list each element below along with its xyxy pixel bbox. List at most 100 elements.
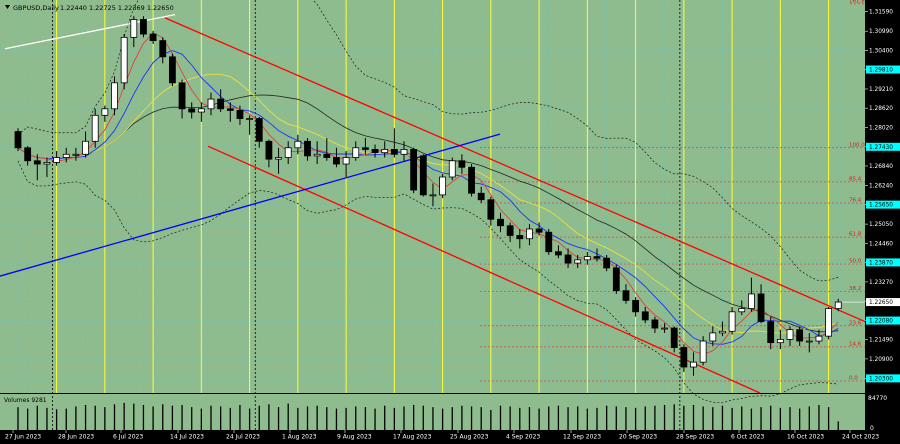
candle-down[interactable] (593, 256, 601, 259)
candle-up[interactable] (43, 161, 51, 165)
candle-down[interactable] (535, 228, 543, 233)
candle-up[interactable] (82, 140, 89, 155)
candle-down[interactable] (178, 82, 186, 110)
time-label: 4 Sep 2023 (506, 434, 540, 441)
candle-down[interactable] (468, 166, 475, 194)
candle-up[interactable] (776, 339, 784, 344)
candle-down[interactable] (603, 257, 611, 269)
candle-down[interactable] (506, 225, 514, 236)
candle-down[interactable] (622, 290, 630, 301)
candle-down[interactable] (14, 131, 22, 149)
candle-down[interactable] (545, 231, 553, 253)
candle-up[interactable] (583, 256, 591, 261)
candle-down[interactable] (641, 311, 649, 321)
candle-up[interactable] (661, 327, 668, 330)
candle-up[interactable] (805, 340, 813, 343)
candle-down[interactable] (458, 160, 466, 168)
candle-up[interactable] (53, 157, 60, 163)
candle-down[interactable] (33, 160, 41, 165)
candle-up[interactable] (381, 149, 389, 154)
candlesticks[interactable] (14, 16, 842, 376)
candle-down[interactable] (217, 98, 225, 110)
candle-up[interactable] (246, 118, 254, 120)
candle-up[interactable] (91, 114, 99, 142)
candle-up[interactable] (111, 82, 118, 110)
candle-down[interactable] (159, 40, 167, 58)
candle-down[interactable] (564, 254, 572, 264)
candle-up[interactable] (294, 140, 302, 149)
candle-up[interactable] (313, 153, 321, 157)
candle-down[interactable] (555, 251, 562, 256)
candle-down[interactable] (188, 108, 196, 113)
candle-up[interactable] (728, 311, 736, 332)
channel-upper-line[interactable] (164, 17, 866, 323)
candle-up[interactable] (690, 361, 697, 368)
candle-down[interactable] (477, 192, 485, 201)
candle-up[interactable] (62, 153, 70, 158)
volume-max-label: 84770 (868, 395, 887, 402)
candle-up[interactable] (72, 153, 80, 156)
dropdown-triangle-icon[interactable] (5, 5, 10, 9)
candle-up[interactable] (439, 176, 447, 196)
candle-up[interactable] (834, 301, 842, 309)
candle-up[interactable] (207, 98, 215, 110)
candle-up[interactable] (130, 19, 138, 38)
candle-up[interactable] (197, 108, 205, 113)
candle-up[interactable] (825, 308, 832, 337)
candle-up[interactable] (815, 335, 823, 342)
candle-up[interactable] (786, 329, 794, 340)
candle-down[interactable] (390, 149, 398, 155)
candle-down[interactable] (497, 218, 504, 227)
candle-up[interactable] (101, 108, 109, 116)
candle-up[interactable] (275, 157, 282, 160)
candle-up[interactable] (699, 340, 707, 363)
candle-down[interactable] (516, 235, 524, 240)
candle-down[interactable] (371, 149, 379, 154)
candle-down[interactable] (140, 19, 147, 35)
candle-down[interactable] (419, 155, 427, 196)
candle-down[interactable] (255, 118, 263, 142)
candle-down[interactable] (670, 327, 678, 348)
candle-up[interactable] (429, 194, 437, 197)
candle-up[interactable] (738, 308, 746, 313)
candle-up[interactable] (284, 147, 292, 158)
candle-down[interactable] (680, 347, 688, 368)
price-label: 1.28020 (869, 126, 893, 132)
candle-down[interactable] (361, 147, 369, 150)
candle-up[interactable] (574, 259, 582, 264)
chart-header: GBPUSD,Daily 1.22440 1.22725 1.22369 1.2… (5, 4, 174, 12)
candle-up[interactable] (342, 157, 350, 165)
candle-down[interactable] (304, 140, 311, 157)
candle-down[interactable] (410, 149, 418, 191)
candle-down[interactable] (24, 147, 32, 162)
candle-down[interactable] (226, 108, 234, 111)
time-label: 24 Oct 2023 (842, 434, 879, 441)
candle-up[interactable] (400, 149, 408, 155)
channel-lower-line[interactable] (207, 145, 761, 394)
candle-down[interactable] (612, 267, 620, 292)
candle-down[interactable] (168, 56, 176, 84)
candle-up[interactable] (719, 330, 726, 334)
candle-up[interactable] (352, 147, 360, 158)
candle-down[interactable] (767, 321, 775, 344)
candle-down[interactable] (323, 153, 331, 158)
candle-up[interactable] (709, 332, 717, 342)
candle-up[interactable] (526, 228, 533, 240)
time-label: 27 Jun 2023 (5, 434, 41, 441)
candle-down[interactable] (796, 329, 804, 342)
candle-up[interactable] (448, 160, 456, 178)
candle-down[interactable] (487, 199, 495, 220)
candle-down[interactable] (333, 157, 340, 165)
candle-down[interactable] (236, 110, 244, 119)
candle-up[interactable] (120, 36, 128, 84)
candle-down[interactable] (651, 319, 659, 329)
price-label: 1.20900 (869, 357, 893, 363)
candle-down[interactable] (149, 33, 157, 41)
candle-down[interactable] (757, 293, 765, 322)
candle-down[interactable] (632, 300, 639, 313)
candle-down[interactable] (265, 140, 273, 160)
time-label: 1 Aug 2023 (282, 434, 317, 441)
candle-up[interactable] (748, 293, 755, 309)
